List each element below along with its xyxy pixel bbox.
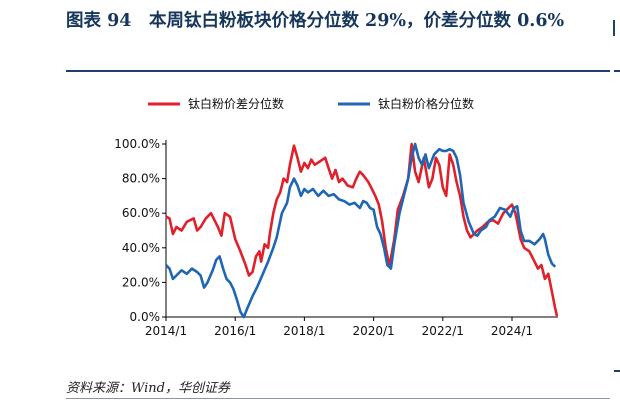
- legend-label-price: 钛白粉价格分位数: [378, 96, 474, 111]
- y-tick-label: 20.0%: [122, 275, 160, 289]
- y-tick-label: 80.0%: [122, 172, 160, 186]
- next-page-rule-fragment: [614, 70, 620, 72]
- source-note: 资料来源：Wind，华创证券: [66, 381, 230, 396]
- footer-divider: [66, 398, 610, 399]
- title-divider: [66, 70, 610, 72]
- x-tick-label: 2018/1: [283, 324, 325, 338]
- series-line-price: [165, 142, 557, 319]
- x-tick-label: 2016/1: [214, 324, 256, 338]
- next-page-rule-fragment-lower: [614, 370, 620, 372]
- legend-label-price-spread: 钛白粉价差分位数: [188, 96, 284, 111]
- legend: 钛白粉价差分位数 钛白粉价格分位数: [148, 96, 474, 111]
- chart-axes: [165, 140, 558, 318]
- y-tick-label: 40.0%: [122, 241, 160, 255]
- x-tick-label: 2014/1: [145, 324, 187, 338]
- y-tick-label: 0.0%: [130, 310, 161, 324]
- y-tick-label: 100.0%: [114, 137, 160, 151]
- next-page-edge-marker: [613, 20, 618, 36]
- x-tick-label: 2024/1: [491, 324, 533, 338]
- x-axis-ticks: 2014/1 2016/1 2018/1 2020/1 2022/1 2024/1: [145, 317, 533, 338]
- x-tick-label: 2022/1: [422, 324, 464, 338]
- y-axis-ticks: 0.0% 20.0% 40.0% 60.0% 80.0% 100.0%: [114, 137, 166, 324]
- figure-title: 图表 94 本周钛白粉板块价格分位数 29%，价差分位数 0.6%: [66, 11, 565, 31]
- series-lines: [165, 142, 559, 319]
- series-line-price-spread: [165, 142, 559, 317]
- y-tick-label: 60.0%: [122, 206, 160, 220]
- x-tick-label: 2020/1: [352, 324, 394, 338]
